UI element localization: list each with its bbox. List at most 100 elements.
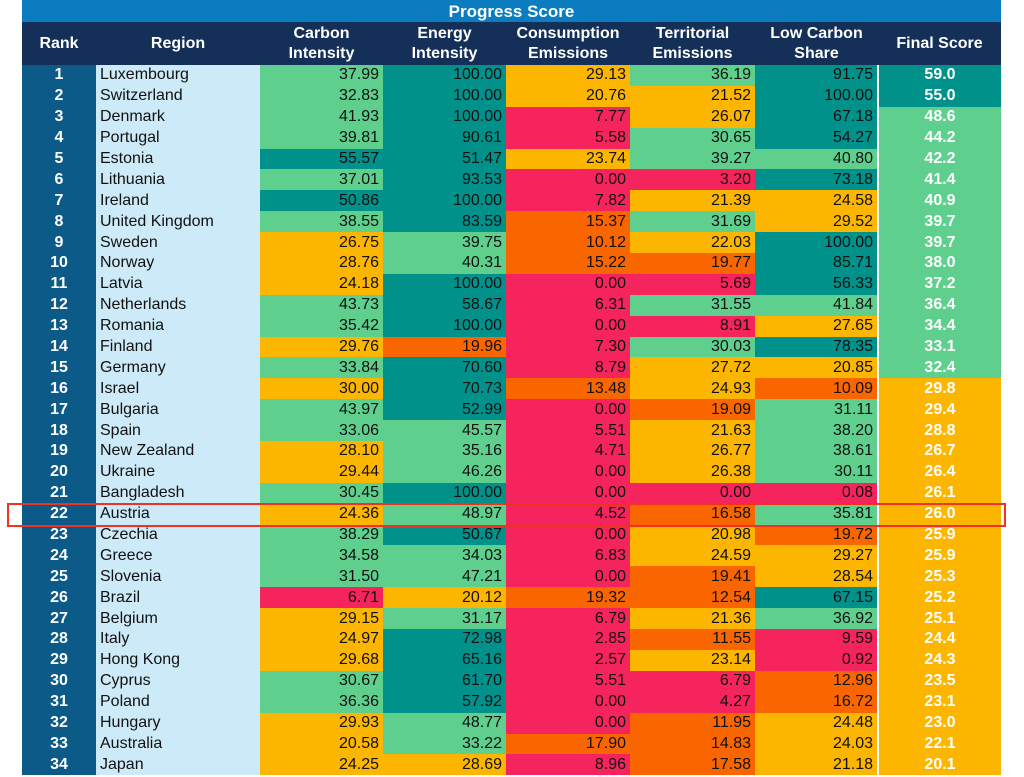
table-row: 5 Estonia 55.57 51.47 23.74 39.27 40.80 42.2 — [22, 148, 1001, 170]
cell-low-carbon-share: 91.75 — [755, 65, 878, 86]
table-row: 9 Sweden 26.75 39.75 10.12 22.03 100.00 39.7 — [22, 232, 1001, 254]
header-low-carbon-share: Low Carbon Share — [755, 22, 878, 65]
cell-energy-intensity: 65.16 — [383, 649, 506, 671]
cell-low-carbon-share: 100.00 — [755, 232, 878, 254]
cell-low-carbon-share: 85.71 — [755, 253, 878, 274]
cell-energy-intensity: 52.99 — [383, 399, 506, 421]
table-row: 30 Cyprus 30.67 61.70 5.51 6.79 12.96 23.5 — [22, 670, 1001, 692]
cell-low-carbon-share: 29.27 — [755, 545, 878, 567]
cell-consumption-emissions: 15.37 — [506, 211, 630, 233]
cell-low-carbon-share: 30.11 — [755, 461, 878, 483]
header-row: Rank Region Carbon Intensity Energy Inte… — [22, 22, 1001, 65]
cell-region: Romania — [96, 315, 260, 337]
cell-carbon-intensity: 29.15 — [260, 608, 383, 630]
cell-carbon-intensity: 31.50 — [260, 566, 383, 588]
cell-consumption-emissions: 2.57 — [506, 649, 630, 671]
cell-carbon-intensity: 34.58 — [260, 545, 383, 567]
cell-carbon-intensity: 20.58 — [260, 733, 383, 755]
cell-carbon-intensity: 41.93 — [260, 106, 383, 128]
cell-energy-intensity: 33.22 — [383, 733, 506, 755]
cell-consumption-emissions: 6.31 — [506, 294, 630, 316]
cell-carbon-intensity: 30.00 — [260, 378, 383, 400]
cell-region: Australia — [96, 733, 260, 755]
cell-final-score: 25.1 — [877, 608, 1001, 630]
cell-region: Latvia — [96, 273, 260, 295]
cell-low-carbon-share: 56.33 — [755, 273, 878, 295]
table-row: 32 Hungary 29.93 48.77 0.00 11.95 24.48 23.0 — [22, 712, 1001, 734]
cell-energy-intensity: 48.97 — [383, 503, 506, 525]
cell-final-score: 36.4 — [877, 294, 1001, 316]
cell-consumption-emissions: 6.79 — [506, 608, 630, 630]
table-row: 24 Greece 34.58 34.03 6.83 24.59 29.27 25.9 — [22, 545, 1001, 567]
cell-carbon-intensity: 35.42 — [260, 315, 383, 337]
cell-region: Greece — [96, 545, 260, 567]
cell-territorial-emissions: 6.79 — [630, 670, 755, 692]
cell-territorial-emissions: 19.09 — [630, 399, 755, 421]
cell-rank: 17 — [22, 399, 96, 421]
cell-energy-intensity: 90.61 — [383, 127, 506, 149]
table-row: 25 Slovenia 31.50 47.21 0.00 19.41 28.54 25.3 — [22, 566, 1001, 588]
cell-final-score: 26.0 — [877, 503, 1001, 525]
cell-energy-intensity: 100.00 — [383, 190, 506, 212]
cell-low-carbon-share: 24.48 — [755, 712, 878, 734]
cell-energy-intensity: 93.53 — [383, 169, 506, 191]
cell-final-score: 44.2 — [877, 127, 1001, 149]
cell-region: Austria — [96, 503, 260, 525]
cell-region: Belgium — [96, 608, 260, 630]
cell-rank: 16 — [22, 378, 96, 400]
cell-carbon-intensity: 29.93 — [260, 712, 383, 734]
cell-energy-intensity: 39.75 — [383, 232, 506, 254]
cell-consumption-emissions: 2.85 — [506, 629, 630, 650]
cell-territorial-emissions: 8.91 — [630, 315, 755, 337]
cell-region: Germany — [96, 357, 260, 379]
cell-low-carbon-share: 9.59 — [755, 629, 878, 650]
cell-low-carbon-share: 41.84 — [755, 294, 878, 316]
cell-energy-intensity: 40.31 — [383, 253, 506, 274]
cell-carbon-intensity: 29.76 — [260, 336, 383, 358]
cell-consumption-emissions: 6.83 — [506, 545, 630, 567]
cell-energy-intensity: 47.21 — [383, 566, 506, 588]
cell-final-score: 23.5 — [877, 670, 1001, 692]
cell-territorial-emissions: 22.03 — [630, 232, 755, 254]
cell-carbon-intensity: 43.73 — [260, 294, 383, 316]
cell-final-score: 22.1 — [877, 733, 1001, 755]
cell-consumption-emissions: 5.58 — [506, 127, 630, 149]
cell-low-carbon-share: 29.52 — [755, 211, 878, 233]
cell-region: Finland — [96, 336, 260, 358]
header-region: Region — [96, 22, 260, 65]
cell-carbon-intensity: 28.76 — [260, 253, 383, 274]
cell-territorial-emissions: 36.19 — [630, 65, 755, 86]
cell-final-score: 41.4 — [877, 169, 1001, 191]
highlight-box-austria — [7, 503, 1006, 527]
cell-rank: 28 — [22, 629, 96, 650]
cell-energy-intensity: 19.96 — [383, 336, 506, 358]
cell-rank: 18 — [22, 420, 96, 442]
cell-territorial-emissions: 4.27 — [630, 691, 755, 713]
cell-carbon-intensity: 30.45 — [260, 482, 383, 504]
cell-low-carbon-share: 12.96 — [755, 670, 878, 692]
cell-territorial-emissions: 31.55 — [630, 294, 755, 316]
cell-low-carbon-share: 16.72 — [755, 691, 878, 713]
cell-final-score: 29.4 — [877, 399, 1001, 421]
cell-territorial-emissions: 11.95 — [630, 712, 755, 734]
cell-consumption-emissions: 0.00 — [506, 273, 630, 295]
cell-consumption-emissions: 0.00 — [506, 461, 630, 483]
table-row: 10 Norway 28.76 40.31 15.22 19.77 85.71 38.0 — [22, 253, 1001, 274]
cell-territorial-emissions: 3.20 — [630, 169, 755, 191]
cell-carbon-intensity: 26.75 — [260, 232, 383, 254]
table-row: 15 Germany 33.84 70.60 8.79 27.72 20.85 32.4 — [22, 357, 1001, 379]
cell-carbon-intensity: 29.44 — [260, 461, 383, 483]
cell-final-score: 39.7 — [877, 232, 1001, 254]
cell-low-carbon-share: 78.35 — [755, 336, 878, 358]
cell-rank: 5 — [22, 148, 96, 170]
cell-carbon-intensity: 39.81 — [260, 127, 383, 149]
cell-final-score: 25.3 — [877, 566, 1001, 588]
cell-energy-intensity: 100.00 — [383, 315, 506, 337]
cell-rank: 10 — [22, 253, 96, 274]
cell-consumption-emissions: 0.00 — [506, 482, 630, 504]
cell-rank: 19 — [22, 441, 96, 462]
cell-region: Ireland — [96, 190, 260, 212]
cell-territorial-emissions: 19.77 — [630, 253, 755, 274]
cell-final-score: 23.0 — [877, 712, 1001, 734]
cell-region: Hungary — [96, 712, 260, 734]
